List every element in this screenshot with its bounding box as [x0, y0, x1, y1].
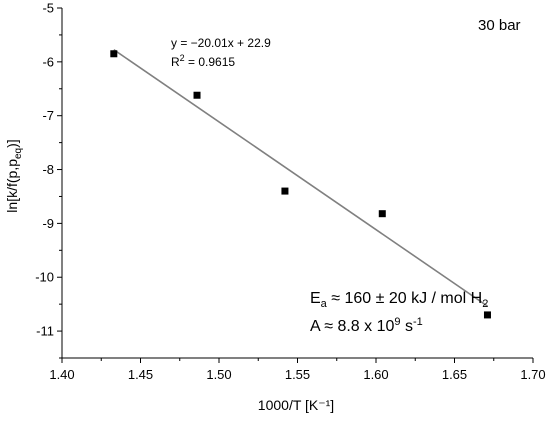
x-tick-label: 1.40 [49, 367, 74, 382]
data-point [378, 210, 386, 218]
fit-line [113, 49, 488, 307]
data-point [193, 91, 201, 99]
y-tick-label: -5 [42, 1, 54, 16]
y-tick-label: -9 [42, 216, 54, 231]
data-point [483, 311, 491, 319]
data-point [110, 50, 118, 58]
y-axis-title: ln[k/f(p,peq)] [4, 139, 24, 212]
x-tick-label: 1.65 [442, 367, 467, 382]
fit-line-group [113, 49, 488, 307]
y-tick-label: -11 [36, 324, 54, 339]
x-axis-title: 1000/T [K⁻¹] [258, 397, 334, 413]
r-squared-label: R2 = 0.9615 [171, 53, 235, 69]
activation-energy-label: Ea ≈ 160 ± 20 kJ / mol H2 [310, 290, 488, 310]
y-tick-label: -7 [42, 108, 54, 123]
x-tick-label: 1.55 [285, 367, 310, 382]
y-tick-label: -6 [42, 54, 54, 69]
fit-equation: y = −20.01x + 22.9 [171, 36, 271, 50]
y-tick-label: -10 [35, 270, 54, 285]
data-points [110, 50, 491, 319]
preexponential-label: A ≈ 8.8 x 109 s-1 [310, 316, 423, 335]
y-tick-label: -8 [42, 162, 54, 177]
data-point [281, 187, 289, 195]
x-tick-label: 1.70 [520, 367, 545, 382]
x-tick-label: 1.60 [363, 367, 388, 382]
x-tick-label: 1.45 [128, 367, 153, 382]
ticks: 1.40 1.45 1.50 1.55 1.60 1.65 1.70 -11 -10 -9 -8 -7… [35, 1, 545, 383]
condition-label: 30 bar [478, 17, 521, 34]
x-tick-label: 1.50 [206, 367, 231, 382]
